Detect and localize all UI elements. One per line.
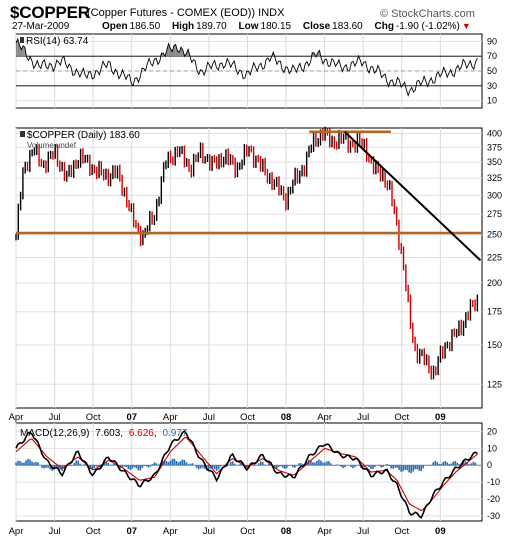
price-tick-label: 275 — [487, 209, 502, 219]
rsi-tick-label: 10 — [487, 96, 497, 106]
price-legend-swatch — [20, 131, 25, 137]
rsi-layer — [15, 37, 478, 97]
rsi-tick-label: 90 — [487, 36, 497, 46]
price-tick-label: 325 — [487, 173, 502, 183]
close-value: 183.60 — [332, 21, 363, 32]
macd-layer — [15, 429, 479, 519]
price-layer — [15, 126, 482, 380]
x-tick-label: Oct — [240, 412, 255, 423]
rsi-legend-swatch — [20, 37, 24, 43]
macd-panel — [15, 422, 483, 522]
price-tick-label: 250 — [487, 230, 502, 240]
volume-legend: Volume undef — [27, 141, 77, 150]
x-tick-label: Jul — [357, 412, 369, 423]
macd-line — [15, 429, 478, 519]
rsi-overbought-fill — [173, 44, 176, 57]
macd-legend-hist: 0.977 — [162, 428, 187, 439]
x-tick-label: Apr — [317, 412, 332, 423]
chart-description: (Copper Futures - COMEX (EOD)) INDX — [87, 7, 285, 19]
rsi-tick-label: 30 — [487, 81, 497, 91]
rsi-overbought-fill — [170, 48, 173, 57]
chg-value: -1.90 (-1.02%) — [395, 21, 460, 32]
macd-legend-label: MACD(12,26,9) — [20, 428, 89, 439]
chg-label: Chg — [374, 21, 394, 32]
x-tick-label: Jul — [48, 526, 60, 537]
close-label: Close — [302, 21, 331, 32]
price-tick-label: 175 — [487, 307, 502, 317]
price-tick-label: 200 — [487, 278, 502, 288]
low-label: Low — [238, 21, 259, 32]
macd-legend: MACD(12,26,9) 7.603, 6.626, 0.977 — [20, 428, 188, 439]
x-tick-label: Oct — [394, 526, 409, 537]
chart-symbol: $COPPER — [10, 3, 90, 22]
ohlc-summary: Open 186.50 High 189.70 Low 180.15 Close 183… — [102, 21, 471, 32]
x-tick-label: 07 — [126, 412, 137, 423]
macd-legend-value: 7.603 — [95, 428, 120, 439]
x-tick-label: Jul — [203, 412, 215, 423]
labels-layer: Apr Apr Jul Jul Oct Oct 07 07 Apr Apr Jul Jul Oct Oct… — [9, 36, 502, 537]
x-tick-label: Apr — [9, 526, 24, 537]
rsi-overbought-fill — [19, 45, 22, 57]
rsi-overbought-fill — [21, 45, 24, 57]
price-tick-label: 375 — [487, 142, 502, 152]
rsi-tick-label: 70 — [487, 51, 497, 61]
x-tick-label: Oct — [86, 412, 101, 423]
x-tick-label: Oct — [240, 526, 255, 537]
open-label: Open — [102, 21, 128, 32]
high-label: High — [171, 21, 195, 32]
chart-date: 27-Mar-2009 — [12, 21, 70, 32]
x-tick-label: 09 — [435, 526, 446, 537]
price-panel — [15, 127, 483, 409]
x-tick-label: Jul — [48, 412, 60, 423]
price-legend: $COPPER (Daily) 183.60 — [27, 130, 140, 141]
price-tick-label: 125 — [487, 379, 502, 389]
watermark: © StockCharts.com — [380, 8, 475, 20]
x-tick-label: Apr — [317, 526, 332, 537]
rsi-overbought-fill — [312, 52, 315, 57]
x-tick-label: Apr — [9, 412, 24, 423]
price-tick-label: 150 — [487, 340, 502, 350]
macd-tick-label: -10 — [487, 477, 500, 487]
price-tick-label: 350 — [487, 157, 502, 167]
price-tick-label: 225 — [487, 252, 502, 262]
macd-tick-label: 20 — [487, 426, 497, 436]
rsi-line — [15, 37, 478, 97]
x-tick-label: Oct — [86, 526, 101, 537]
x-tick-label: Jul — [203, 526, 215, 537]
open-value: 186.50 — [129, 21, 161, 32]
macd-signal-line — [15, 436, 478, 512]
price-tick-label: 300 — [487, 190, 502, 200]
x-tick-label: 09 — [435, 412, 446, 423]
rsi-legend: RSI(14) 63.74 — [26, 36, 89, 47]
x-tick-label: 08 — [281, 412, 292, 423]
x-tick-label: Apr — [163, 526, 178, 537]
x-tick-label: Apr — [163, 412, 178, 423]
macd-legend-signal: 6.626 — [129, 428, 154, 439]
down-arrow-icon: ▼ — [461, 21, 471, 31]
rsi-overbought-fill — [161, 53, 164, 57]
high-value: 189.70 — [196, 21, 227, 32]
rsi-tick-label: 50 — [487, 66, 497, 76]
rsi-overbought-fill — [317, 50, 320, 57]
macd-tick-label: 0 — [487, 460, 492, 470]
low-value: 180.15 — [260, 21, 292, 32]
rsi-overbought-fill — [168, 43, 171, 57]
x-tick-label: 08 — [281, 526, 292, 537]
price-tick-label: 400 — [487, 128, 502, 138]
macd-tick-label: -30 — [487, 511, 500, 521]
rsi-overbought-fill — [16, 38, 18, 57]
x-tick-label: 07 — [126, 526, 137, 537]
rsi-overbought-fill — [166, 43, 169, 57]
x-tick-label: Jul — [357, 526, 369, 537]
trend-line — [343, 130, 482, 262]
macd-tick-label: 10 — [487, 443, 497, 453]
rsi-overbought-fill — [17, 38, 20, 57]
x-tick-label: Oct — [394, 412, 409, 423]
macd-tick-label: -20 — [487, 494, 500, 504]
rsi-overbought-fill — [23, 45, 25, 57]
